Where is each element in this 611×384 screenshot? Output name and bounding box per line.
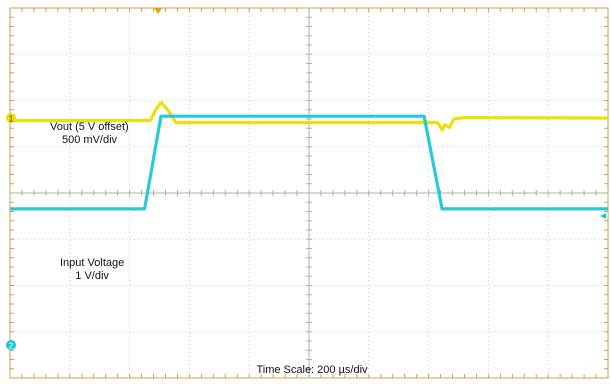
vout-label-line-1: Vout (5 V offset)	[50, 121, 129, 133]
channel-1-marker: 1	[6, 113, 16, 124]
trigger-position-marker	[154, 8, 162, 14]
traces	[10, 100, 609, 211]
channel-2-trigger-arrow	[600, 213, 606, 219]
input-voltage-label-line-1: Input Voltage	[60, 257, 125, 269]
trace-channel-2	[10, 114, 608, 211]
vout-label-line-2: 500 mV/div	[62, 134, 118, 146]
vout-label: Vout (5 V offset) 500 mV/div	[50, 121, 129, 147]
channel-2-marker-label: 2	[9, 342, 14, 351]
channel-1-marker-label: 1	[9, 115, 14, 124]
time-scale-label: Time Scale: 200 µs/div	[256, 364, 368, 376]
trace-channel-1	[10, 100, 609, 132]
input-voltage-label-line-2: 1 V/div	[75, 270, 109, 282]
input-voltage-label: Input Voltage 1 V/div	[60, 257, 124, 283]
channel-2-marker: 2	[6, 340, 16, 351]
tick-marks	[9, 7, 609, 379]
